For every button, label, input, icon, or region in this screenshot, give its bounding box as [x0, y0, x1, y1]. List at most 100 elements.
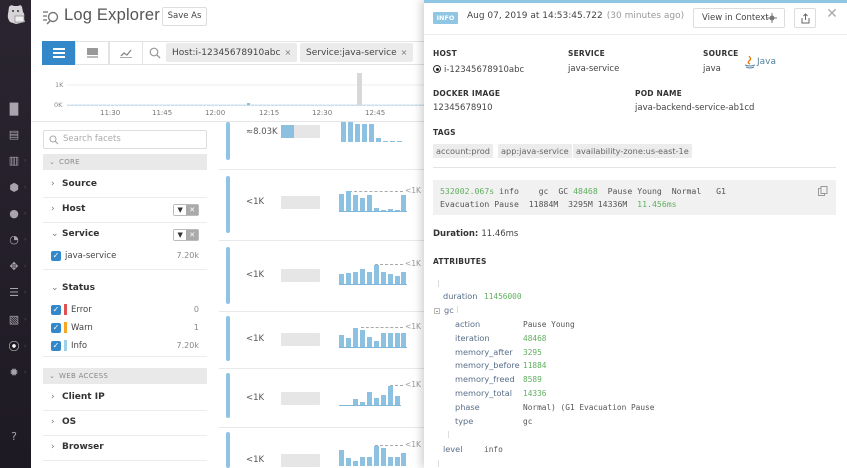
attr-key[interactable]: memory_total	[455, 388, 513, 398]
integrations-icon[interactable]: ✥	[9, 260, 19, 273]
filter-icon[interactable]: ▼	[174, 205, 187, 215]
log-message[interactable]: 532002.067s info gc GC 48468 Pause Young…	[433, 180, 836, 215]
collapse-toggle-icon[interactable]	[434, 308, 440, 314]
log-volume-timeline[interactable]: 1K 0K 11:30 11:45 12:00 12:15 12:30 12:4…	[31, 70, 427, 122]
share-button[interactable]	[794, 8, 816, 28]
pod-name-value[interactable]: java-backend-service-ab1cd	[635, 103, 755, 113]
attributes-label: ATTRIBUTES	[433, 257, 487, 266]
pattern-row[interactable]: <1K <1K	[219, 312, 424, 369]
pattern-sparkline: <1K	[339, 322, 421, 348]
query-pill-service[interactable]: Service:java-service ×	[300, 43, 414, 62]
facet-service[interactable]: ⌄ Service ▼ ✕	[43, 223, 207, 270]
section-label: WEB ACCESS	[59, 372, 109, 380]
pattern-count: <1K	[246, 197, 265, 207]
pattern-row[interactable]: <1K <1K	[219, 369, 424, 428]
view-in-context-button[interactable]: View in Context	[693, 8, 785, 28]
attr-value[interactable]: 48468	[523, 333, 547, 343]
remove-pill-icon[interactable]: ×	[284, 48, 292, 57]
section-core[interactable]: ⌄ CORE	[43, 154, 207, 170]
analytics-view-button[interactable]	[109, 41, 143, 65]
pattern-share-bar	[281, 125, 320, 138]
binoculars-icon[interactable]: █	[9, 103, 19, 116]
notebook-icon[interactable]: ▧	[8, 313, 20, 326]
facet-value-java-service[interactable]: ✓ java-service 7.20k	[43, 248, 207, 265]
attr-value[interactable]: 8589	[523, 375, 542, 385]
host-value[interactable]: i-12345678910abc	[433, 64, 524, 75]
facet-host[interactable]: › Host ▼ ✕	[43, 198, 207, 223]
facet-value-info[interactable]: ✓ Info 7.20k	[43, 338, 207, 355]
attr-value[interactable]: 11884	[523, 361, 547, 371]
attr-key[interactable]: duration	[443, 291, 478, 301]
attr-key[interactable]: memory_after	[455, 346, 513, 357]
facet-browser[interactable]: › Browser	[43, 436, 207, 461]
source-value[interactable]: java	[703, 64, 721, 74]
monitors-icon[interactable]: ●	[9, 207, 19, 220]
docker-image-value[interactable]: 12345678910	[433, 103, 493, 113]
attr-value[interactable]: 11456000	[484, 292, 522, 301]
facet-source[interactable]: › Source	[43, 173, 207, 198]
save-as-button[interactable]: Save As	[162, 7, 207, 26]
host-value-text: i-12345678910abc	[444, 65, 525, 75]
attr-key[interactable]: phase	[455, 401, 480, 412]
attr-value[interactable]: Pause Young	[523, 320, 575, 329]
attr-value[interactable]: 14336	[523, 389, 547, 398]
y-axis-label: 0K	[54, 101, 63, 109]
attr-value[interactable]: info	[484, 445, 503, 454]
status-indicator	[226, 316, 230, 361]
facet-value-warn[interactable]: ✓ Warn 1	[43, 320, 207, 337]
status-color-bar	[64, 322, 67, 333]
share-icon	[801, 13, 810, 24]
attr-value[interactable]: Normal) (G1 Evacuation Pause	[523, 402, 655, 412]
copy-icon[interactable]	[818, 186, 828, 196]
chevron-right-icon: ›	[24, 316, 27, 323]
clear-icon[interactable]: ✕	[186, 230, 198, 240]
apm-gauge-icon[interactable]: ◔	[9, 233, 19, 246]
services-icon[interactable]: ⬢	[9, 181, 19, 194]
facet-value-error[interactable]: ✓ Error 0	[43, 302, 207, 319]
service-value[interactable]: java-service	[568, 64, 620, 74]
section-web-access[interactable]: ⌄ WEB ACCESS	[43, 368, 207, 384]
filter-icon[interactable]: ▼	[174, 230, 187, 240]
pattern-row[interactable]: ≈8.03K	[219, 122, 424, 170]
infrastructure-icon[interactable]: ▥	[8, 154, 20, 167]
security-icon[interactable]: ✹	[9, 366, 19, 379]
list-view-button[interactable]	[42, 41, 75, 65]
attr-key[interactable]: memory_freed	[455, 374, 515, 385]
dashboard-icon[interactable]: ▤	[8, 128, 20, 141]
pattern-count: <1K	[246, 334, 265, 344]
datadog-logo-icon[interactable]	[4, 4, 27, 26]
attr-value[interactable]: gc	[523, 416, 533, 426]
remove-pill-icon[interactable]: ×	[400, 48, 408, 57]
checkbox-checked[interactable]: ✓	[51, 323, 61, 333]
logs-icon[interactable]: ⦿	[8, 340, 20, 353]
tag[interactable]: account:prod	[433, 144, 493, 158]
facet-name: Status	[62, 283, 95, 293]
checkbox-checked[interactable]: ✓	[51, 305, 61, 315]
facet-search-input[interactable]: Search facets	[43, 130, 207, 149]
pattern-row[interactable]: <1K <1K	[219, 170, 424, 241]
help-icon[interactable]: ?	[11, 430, 17, 443]
pattern-row[interactable]: <1K <1K	[219, 241, 424, 312]
tag[interactable]: availability-zone:us-east-1e	[573, 144, 692, 158]
facet-client-ip[interactable]: › Client IP	[43, 386, 207, 411]
facet-status[interactable]: ⌄ Status	[43, 277, 207, 357]
checkbox-checked[interactable]: ✓	[51, 341, 61, 351]
attr-key[interactable]: gc	[444, 305, 454, 315]
tag[interactable]: app:java-service	[498, 144, 572, 158]
close-icon[interactable]: ✕	[826, 6, 838, 22]
attr-key[interactable]: type	[455, 415, 474, 426]
clear-icon[interactable]: ✕	[186, 205, 198, 215]
attr-key[interactable]: iteration	[455, 332, 490, 343]
patterns-view-button[interactable]	[75, 41, 109, 65]
facet-os[interactable]: › OS	[43, 411, 207, 436]
attr-key[interactable]: memory_before	[455, 360, 520, 371]
pattern-share-bar	[281, 269, 320, 282]
query-pill-host[interactable]: Host:i-12345678910abc ×	[166, 43, 298, 62]
attr-key[interactable]: level	[443, 444, 463, 454]
checkbox-checked[interactable]: ✓	[51, 251, 61, 261]
pipelines-icon[interactable]: ☰	[9, 286, 19, 299]
attr-key[interactable]: action	[455, 319, 481, 329]
pattern-row[interactable]: <1K <1K	[219, 428, 424, 468]
attr-value[interactable]: 3295	[523, 347, 542, 357]
